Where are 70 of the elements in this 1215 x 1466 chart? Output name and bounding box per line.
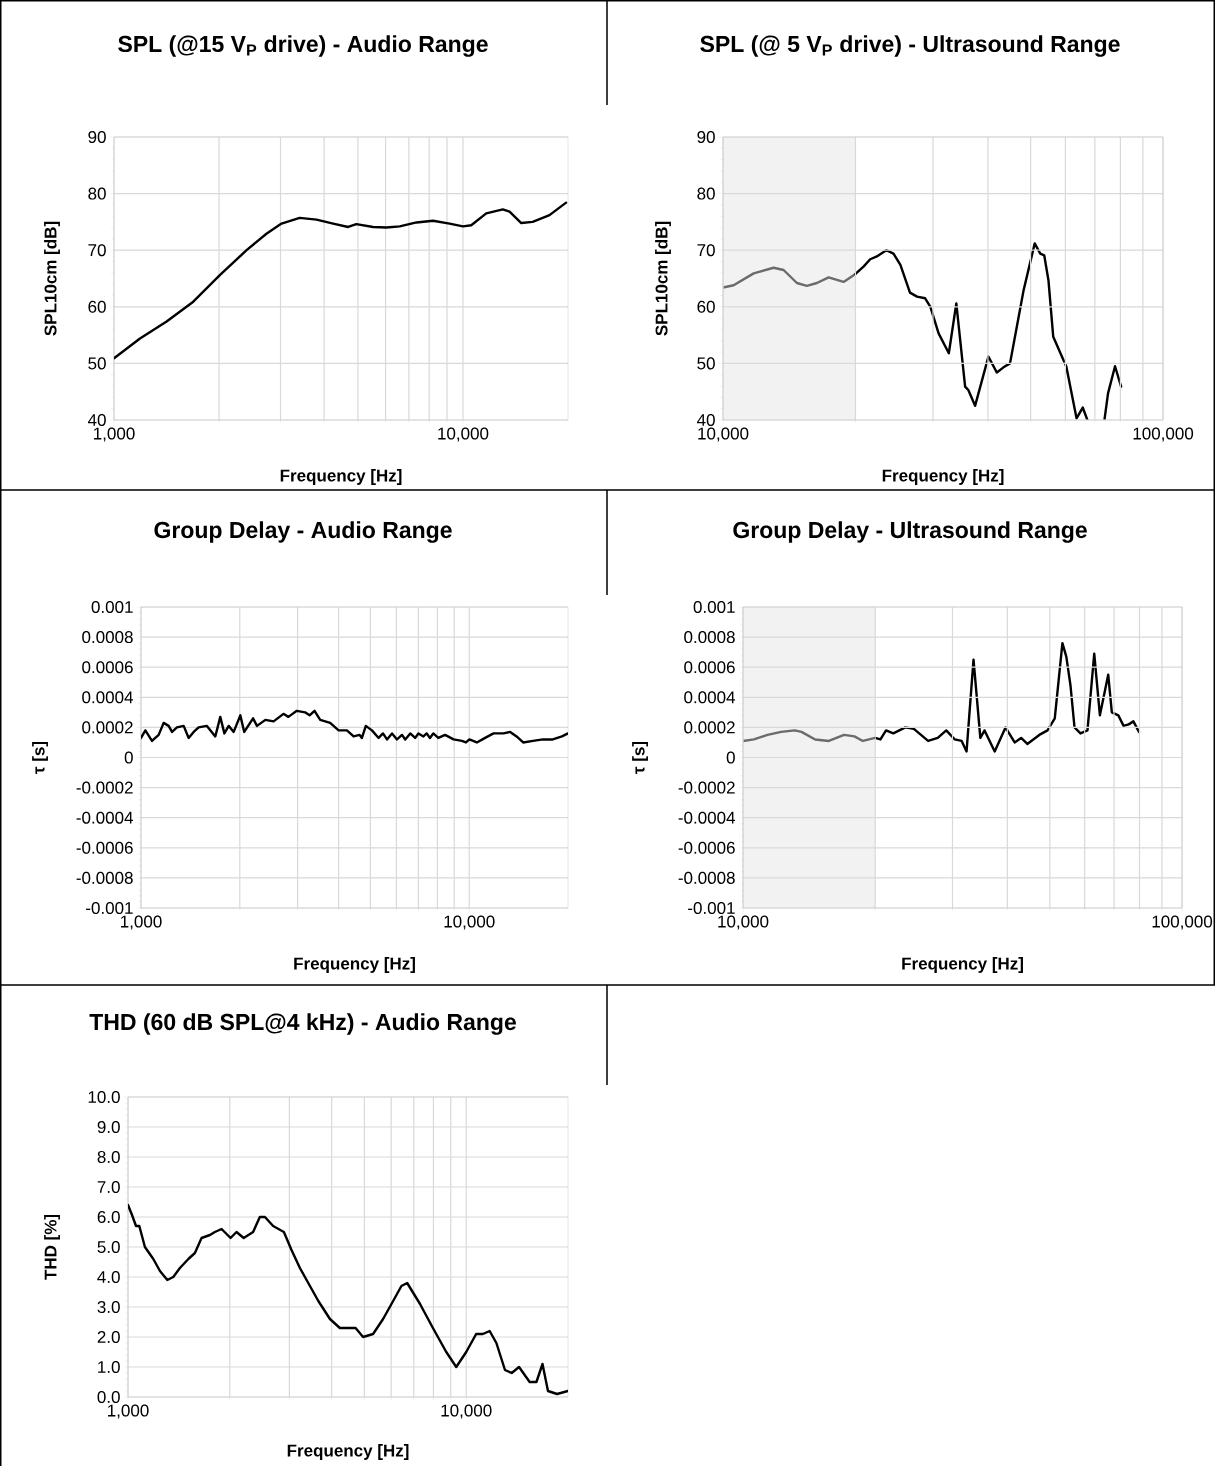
x-tick-label: 1,000 (94, 427, 135, 442)
y-tick-label: -0.0002 (76, 781, 133, 794)
y-tick-label: 10.0 (88, 1090, 120, 1104)
y-tick-label: 0 (124, 751, 133, 764)
y-tick-label: 0.0002 (684, 721, 735, 734)
y-tick-label: 7.0 (97, 1180, 120, 1194)
y-axis-title: SPL10cm [dB] (44, 221, 60, 336)
y-tick-label: 40 (87, 413, 106, 427)
y-tick-label: 5.0 (97, 1240, 120, 1254)
y-tick-label: -0.0002 (678, 781, 735, 794)
x-tick-label: 10,000 (438, 427, 489, 442)
y-tick-label: 0.0004 (82, 691, 134, 704)
y-tick-label: 0.0008 (684, 631, 735, 644)
y-tick-label: -0.001 (688, 901, 735, 915)
x-tick-label: 10,000 (444, 915, 495, 930)
x-axis-title: Frequency [Hz] (287, 1444, 409, 1460)
y-tick-label: 2.0 (97, 1330, 120, 1344)
x-tick-label: 10,000 (698, 427, 749, 442)
y-tick-label: 9.0 (97, 1120, 120, 1134)
y-tick-label: 90 (88, 130, 106, 144)
y-tick-label: 0.0004 (684, 691, 736, 704)
x-tick-label: 1,000 (108, 1404, 149, 1419)
chart-title: SPL (@15 V$_{P}$ drive) - Audio Range (118, 35, 488, 57)
x-axis-title: Frequency [Hz] (882, 469, 1004, 485)
x-tick-label: 100,000 (1152, 915, 1213, 930)
y-tick-label: 6.0 (97, 1210, 120, 1224)
y-tick-label: -0.0004 (678, 811, 736, 824)
y-tick-label: 70 (697, 244, 715, 257)
y-axis-title: τ [s] (632, 741, 648, 774)
y-tick-label: 0.0002 (82, 721, 133, 734)
x-tick-label: 1,000 (121, 915, 162, 930)
y-tick-label: 0.0008 (82, 631, 133, 644)
y-tick-label: 60 (697, 300, 715, 313)
y-tick-label: 60 (88, 300, 106, 313)
y-tick-label: 8.0 (97, 1150, 120, 1164)
x-tick-label: 10,000 (718, 915, 769, 930)
y-tick-label: 50 (697, 357, 715, 370)
y-tick-label: 70 (88, 244, 106, 257)
y-tick-label: 0.001 (693, 600, 735, 614)
y-tick-label: -0.0008 (678, 871, 735, 884)
x-tick-label: 10,000 (441, 1404, 492, 1419)
x-tick-label: 100,000 (1133, 427, 1194, 442)
y-tick-label: -0.001 (86, 901, 133, 915)
x-axis-title: Frequency [Hz] (280, 469, 402, 485)
y-tick-label: -0.0008 (76, 871, 133, 884)
y-tick-label: 0.0006 (82, 661, 133, 674)
y-tick-label: 0.0006 (684, 661, 735, 674)
chart-title: SPL (@ 5 V$_{P}$ drive) - Ultrasound Range (700, 35, 1120, 57)
y-tick-label: 80 (697, 187, 715, 200)
y-tick-label: 90 (697, 130, 715, 144)
y-axis-title: THD [%] (44, 1214, 60, 1280)
y-tick-label: 0.0 (97, 1390, 120, 1404)
y-tick-label: 0.001 (91, 600, 133, 614)
y-tick-label: 50 (88, 357, 106, 370)
y-tick-label: 1.0 (98, 1360, 120, 1374)
chart-title: THD (60 dB SPL@4 kHz) - Audio Range (89, 1013, 516, 1035)
y-tick-label: 4.0 (97, 1270, 120, 1284)
y-tick-label: 0 (726, 751, 735, 764)
y-tick-label: -0.0006 (678, 841, 735, 854)
y-tick-label: 3.0 (97, 1300, 120, 1314)
y-tick-label: 40 (697, 413, 715, 427)
y-axis-title: τ [s] (32, 741, 48, 774)
x-axis-title: Frequency [Hz] (294, 957, 415, 973)
y-tick-label: -0.0006 (76, 841, 133, 854)
y-axis-title: SPL10cm [dB] (655, 221, 671, 336)
x-axis-title: Frequency [Hz] (902, 957, 1023, 973)
chart-title: Group Delay - Audio Range (154, 521, 452, 543)
chart-title: Group Delay - Ultrasound Range (733, 521, 1087, 543)
y-tick-label: -0.0004 (76, 811, 134, 824)
y-tick-label: 80 (88, 187, 106, 200)
